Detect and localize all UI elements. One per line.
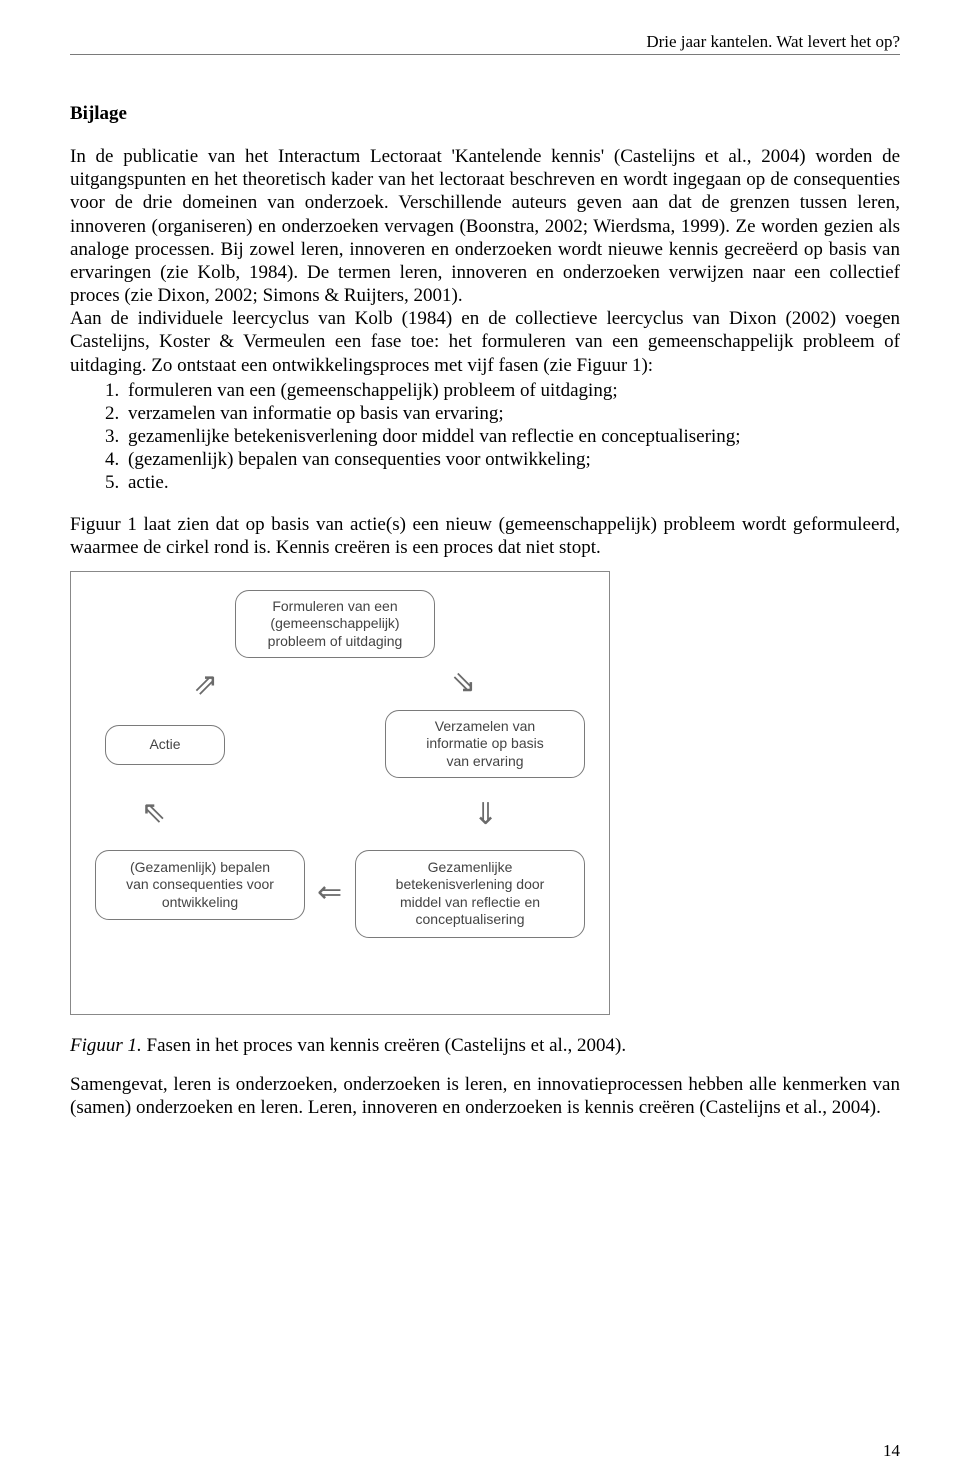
list-item: actie. [124, 471, 900, 494]
arrow-icon: ⇐ [317, 878, 342, 908]
header-rule [70, 54, 900, 55]
body-paragraph-1: In de publicatie van het Interactum Lect… [70, 145, 900, 307]
cycle-node-formuleren: Formuleren van een(gemeenschappelijk)pro… [235, 590, 435, 658]
cycle-node-betekenis: Gezamenlijkebetekenisverlening doormidde… [355, 850, 585, 938]
page-number: 14 [883, 1441, 900, 1461]
phase-list: formuleren van een (gemeenschappelijk) p… [70, 379, 900, 495]
body-paragraph-3: Figuur 1 laat zien dat op basis van acti… [70, 513, 900, 559]
list-item: (gezamenlijk) bepalen van consequenties … [124, 448, 900, 471]
list-item: verzamelen van informatie op basis van e… [124, 402, 900, 425]
figure-label: Figuur 1. [70, 1035, 142, 1056]
running-head: Drie jaar kantelen. Wat levert het op? [70, 32, 900, 52]
cycle-diagram: Formuleren van een(gemeenschappelijk)pro… [85, 590, 595, 990]
figure-1-caption: Figuur 1. Fasen in het proces van kennis… [70, 1035, 900, 1057]
body-paragraph-4: Samengevat, leren is onderzoeken, onderz… [70, 1073, 900, 1119]
arrow-icon: ⇗ [193, 670, 218, 700]
figure-1-frame: Formuleren van een(gemeenschappelijk)pro… [70, 571, 610, 1015]
section-title: Bijlage [70, 103, 900, 125]
cycle-node-actie: Actie [105, 725, 225, 765]
arrow-icon: ⇘ [451, 668, 476, 698]
figure-caption-text: Fasen in het proces van kennis creëren (… [142, 1035, 626, 1056]
arrow-icon: ⇖ [141, 798, 166, 828]
cycle-node-consequenties: (Gezamenlijk) bepalenvan consequenties v… [95, 850, 305, 920]
arrow-icon: ⇓ [473, 800, 498, 830]
list-item: gezamenlijke betekenisverlening door mid… [124, 425, 900, 448]
body-paragraph-2: Aan de individuele leercyclus van Kolb (… [70, 307, 900, 377]
cycle-node-verzamelen: Verzamelen vaninformatie op basisvan erv… [385, 710, 585, 778]
list-item: formuleren van een (gemeenschappelijk) p… [124, 379, 900, 402]
